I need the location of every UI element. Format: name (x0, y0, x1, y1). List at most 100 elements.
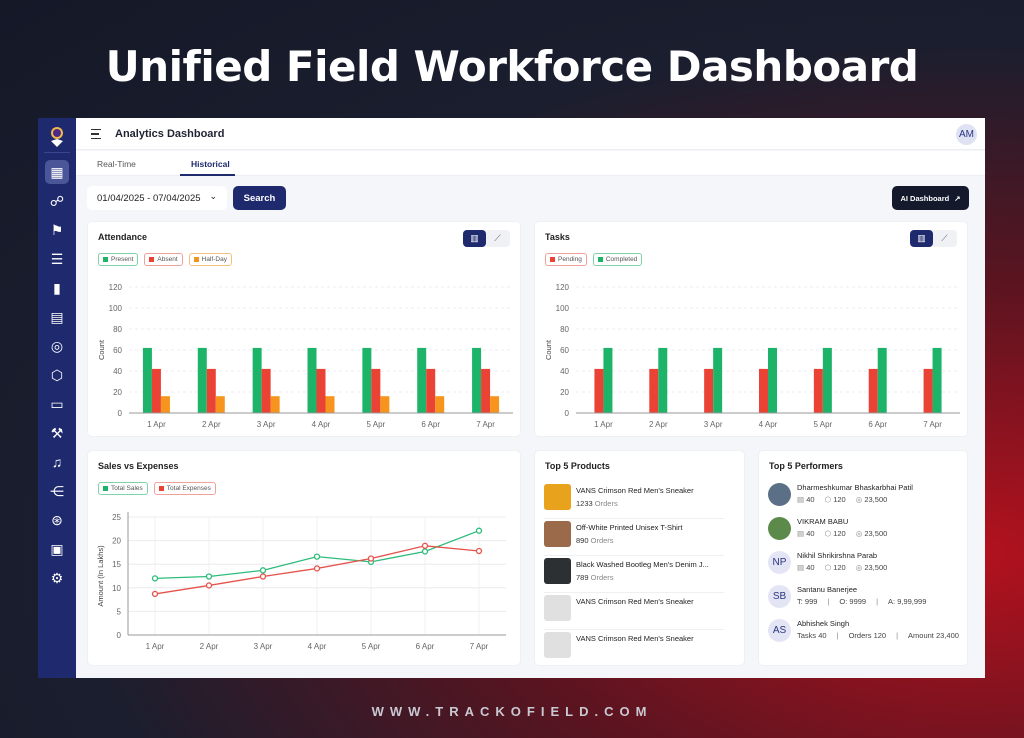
point-total-sales[interactable] (205, 573, 213, 580)
y-tick-label: 25 (112, 513, 121, 522)
point-total-sales[interactable] (313, 553, 321, 560)
top-bar: Analytics Dashboard AM (76, 118, 985, 150)
bar-absent[interactable] (371, 368, 381, 413)
bar-half-day[interactable] (160, 396, 170, 413)
bar-absent[interactable] (426, 368, 436, 413)
ai-dashboard-button[interactable]: AI Dashboard ↗ (892, 186, 969, 210)
bar-half-day[interactable] (325, 396, 335, 413)
point-total-sales[interactable] (151, 575, 159, 582)
legend-half-day[interactable]: Half-Day (188, 253, 232, 266)
y-tick-label: 20 (113, 388, 122, 397)
legend-present[interactable]: Present (98, 253, 139, 266)
product-item[interactable]: Black Washed Bootleg Men's Denim J... 789… (544, 557, 724, 593)
sidebar-item-message[interactable]: ▭ (45, 392, 69, 416)
point-total-expenses[interactable] (421, 542, 429, 549)
bar-pending[interactable] (923, 368, 933, 413)
bar-half-day[interactable] (490, 396, 500, 413)
sidebar-item-hierarchy[interactable]: ⋲ (45, 479, 69, 503)
performer-item[interactable]: VIKRAM BABU ▤ 40 ⬡ 120 ◎ 23,500 (768, 517, 963, 549)
sidebar-item-bell[interactable]: ♫ (45, 450, 69, 474)
bar-half-day[interactable] (435, 396, 445, 413)
sidebar-item-package[interactable]: ⬡ (45, 363, 69, 387)
date-range-select[interactable]: 01/04/2025 - 07/04/2025 ⌄ (87, 186, 227, 210)
bar-present[interactable] (307, 347, 317, 413)
bar-half-day[interactable] (270, 396, 280, 413)
bar-present[interactable] (417, 347, 427, 413)
sidebar-item-target[interactable]: ◎ (45, 334, 69, 358)
product-item[interactable]: VANS Crimson Red Men's Sneaker (544, 631, 724, 667)
bar-absent[interactable] (481, 368, 491, 413)
bar-pending[interactable] (759, 368, 768, 413)
bar-chart-icon[interactable]: ▥ (463, 230, 486, 247)
point-total-sales[interactable] (259, 567, 267, 574)
search-button[interactable]: Search (233, 186, 286, 210)
bar-completed[interactable] (768, 347, 777, 413)
sidebar-item-tasks[interactable]: ☰ (45, 247, 69, 271)
performer-stat: | (896, 631, 899, 640)
legend-total-sales[interactable]: Total Sales (98, 482, 148, 495)
sidebar-item-calendar[interactable]: ▤ (45, 305, 69, 329)
sidebar-item-users[interactable]: ☍ (45, 189, 69, 213)
y-tick-label: 80 (560, 325, 569, 334)
product-item[interactable]: Off-White Printed Unisex T-Shirt 890 Orde… (544, 520, 724, 556)
bar-pending[interactable] (868, 368, 878, 413)
performer-orders: ⬡ 120 (824, 529, 846, 538)
sidebar-item-field-visit[interactable]: ⚑ (45, 218, 69, 242)
point-total-expenses[interactable] (475, 547, 483, 555)
bar-completed[interactable] (932, 347, 942, 413)
sidebar-item-dashboard[interactable]: ▦ (45, 160, 69, 184)
bar-pending[interactable] (704, 368, 714, 413)
bar-completed[interactable] (822, 347, 832, 413)
tab-historical[interactable]: Historical (191, 159, 230, 169)
bar-absent[interactable] (151, 368, 161, 413)
bar-half-day[interactable] (215, 396, 225, 413)
point-total-expenses[interactable] (151, 590, 159, 598)
package-icon: ⬡ (824, 563, 832, 572)
bar-absent[interactable] (261, 368, 271, 413)
bar-half-day[interactable] (380, 396, 390, 413)
performer-item[interactable]: NP Nikhil Shrikirshna Parab ▤ 40 ⬡ 120 ◎ 2… (768, 551, 963, 583)
line-chart-icon[interactable]: ⟋ (941, 233, 948, 243)
product-item[interactable]: VANS Crimson Red Men's Sneaker 1233 Order… (544, 483, 724, 519)
point-total-expenses[interactable] (259, 573, 267, 580)
point-total-expenses[interactable] (367, 555, 375, 562)
sidebar-item-gavel[interactable]: ⚒ (45, 421, 69, 445)
bar-present[interactable] (472, 347, 482, 413)
sidebar-item-settings[interactable]: ⚙ (45, 566, 69, 590)
bar-completed[interactable] (658, 347, 668, 413)
performer-item[interactable]: AS Abhishek Singh Tasks 40 | Orders 120 | Amou… (768, 619, 963, 651)
legend-total-expenses[interactable]: Total Expenses (153, 482, 216, 495)
bar-pending[interactable] (649, 368, 659, 413)
product-item[interactable]: VANS Crimson Red Men's Sneaker (544, 594, 724, 630)
menu-icon[interactable] (86, 124, 106, 144)
sidebar-item-user-settings[interactable]: ⊛ (45, 508, 69, 532)
bar-present[interactable] (362, 347, 372, 413)
performer-item[interactable]: SB Santanu Banerjee T: 999 | O: 9999 | A: 9,99… (768, 585, 963, 617)
legend-pending[interactable]: Pending (545, 253, 587, 266)
point-total-expenses[interactable] (313, 565, 321, 572)
sales-expenses-chart: 0 5 10 15 20 25 1 Apr 2 Apr 3 Apr 4 Apr 5 Apr 6 Apr… (96, 512, 506, 651)
bar-pending[interactable] (594, 368, 604, 413)
tab-real-time[interactable]: Real-Time (97, 159, 136, 169)
bar-absent[interactable] (316, 368, 326, 413)
point-total-sales[interactable] (421, 548, 429, 555)
bar-completed[interactable] (713, 347, 723, 413)
bar-present[interactable] (197, 347, 207, 413)
user-avatar[interactable]: AM (956, 124, 977, 145)
performer-stat: O: 9999 (839, 597, 867, 606)
point-total-expenses[interactable] (205, 582, 213, 589)
bar-pending[interactable] (813, 368, 823, 413)
legend-absent[interactable]: Absent (144, 253, 183, 266)
sidebar-item-reports[interactable]: ▮ (45, 276, 69, 300)
bar-chart-icon[interactable]: ▥ (910, 230, 933, 247)
line-chart-icon[interactable]: ⟋ (494, 233, 501, 243)
bar-present[interactable] (252, 347, 262, 413)
sidebar-item-cash[interactable]: ▣ (45, 537, 69, 561)
bar-absent[interactable] (206, 368, 216, 413)
point-total-sales[interactable] (475, 527, 483, 534)
legend-completed[interactable]: Completed (592, 253, 643, 266)
bar-completed[interactable] (603, 347, 613, 413)
bar-present[interactable] (142, 347, 152, 413)
performer-item[interactable]: Dharmeshkumar Bhaskarbhai Patil ▤ 40 ⬡ 12… (768, 483, 963, 515)
bar-completed[interactable] (877, 347, 887, 413)
